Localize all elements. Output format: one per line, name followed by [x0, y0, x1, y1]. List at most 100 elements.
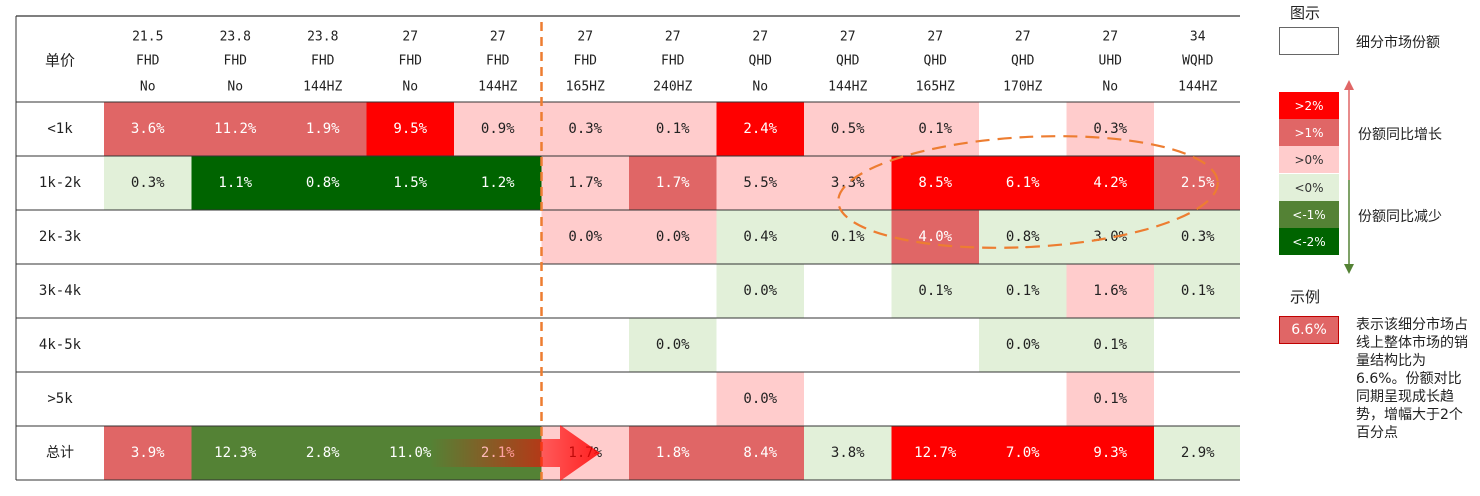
cell-value: 2.5%: [1181, 175, 1215, 191]
heatmap-cell: [366, 156, 454, 210]
column-header-refresh: No: [1102, 80, 1118, 95]
legend-decrease-label: 份额同比减少: [1358, 209, 1442, 225]
column-header-resolution: FHD: [136, 54, 160, 69]
cell-value: 1.7%: [568, 175, 602, 191]
cell-value: 1.8%: [656, 445, 690, 461]
column-header-size: 34: [1190, 30, 1206, 45]
heatmap-cell: [541, 264, 629, 318]
cell-value: 1.2%: [481, 175, 515, 191]
share-heatmap: 单价 21.5 FHD No 23.8 FHD No 23.8 FHD 144HZ 27 FHD No 2…: [15, 15, 1240, 481]
heatmap-cell: [716, 264, 804, 318]
heatmap-cell: [629, 264, 717, 318]
heatmap-cell: [716, 156, 804, 210]
heatmap-cell: [104, 210, 192, 264]
cell-value: 0.0%: [656, 337, 690, 353]
column-header-size: 27: [840, 30, 856, 45]
legend-market-share-swatch: [1279, 27, 1339, 55]
heatmap-cell: [366, 372, 454, 426]
heatmap-cell: [1154, 102, 1240, 156]
heatmap-cell: [716, 210, 804, 264]
cell-value: 1.1%: [218, 175, 252, 191]
heatmap-cell: [104, 102, 192, 156]
cell-value: 0.1%: [1093, 337, 1127, 353]
heatmap-cell: [1154, 264, 1240, 318]
column-header-resolution: FHD: [311, 54, 335, 69]
increase-arrow-icon: [1344, 80, 1354, 180]
heatmap-cell: [979, 318, 1067, 372]
heatmap-cell: [629, 318, 717, 372]
heatmap-cell: [979, 156, 1067, 210]
cell-value: 1.9%: [306, 121, 340, 137]
heatmap-cell: [804, 102, 892, 156]
heatmap-cell: [366, 102, 454, 156]
cell-value: 0.1%: [1181, 283, 1215, 299]
heatmap-cell: [891, 318, 979, 372]
cell-value: 0.3%: [1093, 121, 1127, 137]
column-header-size: 27: [1102, 30, 1118, 45]
legend-increase-0: >0%: [1279, 146, 1339, 173]
column-header-resolution: FHD: [486, 54, 510, 69]
cell-value: 0.1%: [1093, 391, 1127, 407]
cell-value: 12.3%: [214, 445, 257, 461]
heatmap-cell: [891, 372, 979, 426]
row-label: 3k-4k: [39, 283, 82, 299]
heatmap-cell: [454, 372, 542, 426]
column-header-refresh: No: [752, 80, 768, 95]
heatmap-cell: [891, 156, 979, 210]
row-label: 4k-5k: [39, 337, 82, 353]
heatmap-cell: [541, 102, 629, 156]
heatmap-cell: [279, 102, 367, 156]
heatmap-cell: [454, 102, 542, 156]
heatmap-cell: [104, 264, 192, 318]
column-header-size: 27: [665, 30, 681, 45]
cell-value: 0.3%: [1181, 229, 1215, 245]
column-header-size: 21.5: [132, 30, 163, 45]
column-header-resolution: QHD: [924, 54, 948, 69]
column-header-resolution: QHD: [749, 54, 773, 69]
heatmap-cell: [629, 426, 717, 480]
heatmap-cell: [629, 372, 717, 426]
heatmap-cell: [1066, 426, 1154, 480]
column-header-resolution: FHD: [399, 54, 423, 69]
column-header-refresh: No: [402, 80, 418, 95]
heatmap-cell: [716, 426, 804, 480]
heatmap-cell: [979, 426, 1067, 480]
heatmap-cell: [279, 210, 367, 264]
cell-value: 1.6%: [1093, 283, 1127, 299]
heatmap-cell: [629, 102, 717, 156]
column-header-resolution: FHD: [574, 54, 598, 69]
heatmap-cell: [191, 318, 279, 372]
heatmap-cell: [1066, 264, 1154, 318]
column-header-size: 27: [752, 30, 768, 45]
trend-arrow-icon: [430, 425, 600, 481]
heatmap-cell: [104, 372, 192, 426]
heatmap-cell: [1154, 372, 1240, 426]
heatmap-cell: [279, 372, 367, 426]
heatmap-cell: [716, 318, 804, 372]
highlight-ellipse: [837, 135, 1219, 249]
cell-value: 0.5%: [831, 121, 865, 137]
heatmap-cell: [366, 264, 454, 318]
column-header-size: 27: [577, 30, 593, 45]
column-header-size: 27: [927, 30, 943, 45]
heatmap-cell: [629, 210, 717, 264]
cell-value: 9.5%: [393, 121, 427, 137]
heatmap-cell: [541, 156, 629, 210]
heatmap-cell: [1066, 102, 1154, 156]
column-header-refresh: 170HZ: [1003, 80, 1042, 95]
legend-title: 图示: [1290, 4, 1321, 22]
cell-value: 0.1%: [918, 283, 952, 299]
cell-value: 1.7%: [656, 175, 690, 191]
heatmap-cell: [1066, 372, 1154, 426]
heatmap-cell: [1154, 318, 1240, 372]
heatmap-cell: [191, 210, 279, 264]
heatmap-cell: [629, 156, 717, 210]
heatmap-cell: [541, 372, 629, 426]
heatmap-cell: [454, 318, 542, 372]
legend-increase-1: >1%: [1279, 119, 1339, 146]
cell-value: 4.0%: [918, 229, 952, 245]
cell-value: 2.9%: [1181, 445, 1215, 461]
column-header-resolution: FHD: [661, 54, 685, 69]
heatmap-cell: [191, 264, 279, 318]
cell-value: 3.9%: [131, 445, 165, 461]
